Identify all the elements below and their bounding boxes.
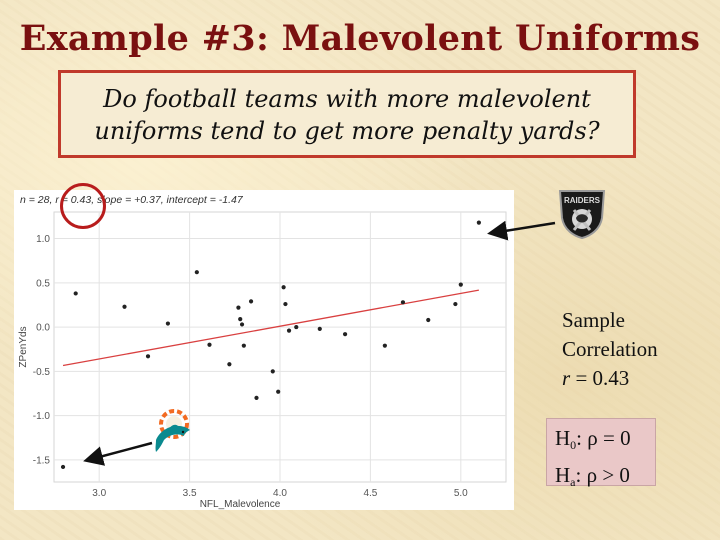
x-tick-label: 3.5 [183, 488, 197, 499]
data-point [227, 362, 232, 367]
sample-label: Sample [562, 308, 625, 332]
question-line-1: Do football teams with more malevolent [103, 85, 591, 113]
r-symbol: r [562, 366, 571, 390]
ha-letter: H [555, 463, 571, 487]
x-tick-label: 3.0 [92, 488, 106, 499]
r-value-line: r = 0.43 [562, 364, 658, 393]
data-point [241, 343, 246, 348]
data-point [317, 326, 322, 331]
question-box: Do football teams with more malevolent u… [58, 70, 636, 158]
data-point [476, 220, 481, 225]
null-hypothesis: H0: ρ = 0 [555, 423, 655, 460]
r-value: = 0.43 [575, 366, 630, 390]
data-point [270, 369, 275, 374]
slide-title: Example #3: Malevolent Uniforms [19, 18, 701, 59]
hypotheses-box: H0: ρ = 0 Ha: ρ > 0 [546, 418, 656, 489]
sample-correlation-text: Sample Correlation r = 0.43 [562, 306, 658, 393]
y-tick-label: 1.0 [36, 234, 50, 245]
arrow-to-dolphins-point [83, 441, 153, 466]
data-point [73, 291, 78, 296]
data-point [400, 300, 406, 305]
ha-subscript: a [570, 475, 576, 489]
data-point [342, 332, 348, 337]
data-point [426, 317, 431, 323]
x-tick-label: 5.0 [454, 488, 468, 499]
data-point [276, 389, 281, 394]
scatter-plot-panel: n = 28, r = 0.43, slope = +0.37, interce… [14, 190, 514, 510]
data-point [382, 343, 387, 348]
ha-statement: : ρ > 0 [575, 463, 630, 487]
data-point [194, 270, 199, 275]
x-axis-label: NFL_Malevolence [200, 499, 281, 510]
h0-letter: H [555, 426, 571, 450]
data-point [145, 354, 151, 359]
h0-subscript: 0 [570, 438, 577, 452]
dolphins-logo-icon [155, 409, 190, 452]
data-point [294, 324, 299, 330]
data-point [165, 321, 171, 326]
scatter-chart: 3.0 3.5 4.0 4.5 5.0 -1.5 -1.0 -0.5 0.0 0.5 1.0 NFL_… [18, 211, 507, 510]
data-point [286, 328, 292, 333]
data-point [60, 464, 66, 470]
data-point [281, 285, 286, 290]
arrow-to-raiders-point [487, 220, 556, 241]
raiders-logo-text: RAIDERS [564, 196, 601, 205]
question-line-2: uniforms tend to get more penalty yards? [94, 117, 600, 145]
y-tick-label: 0.5 [36, 278, 50, 289]
data-point [207, 342, 212, 347]
data-point [458, 282, 463, 287]
data-point [254, 395, 259, 401]
r-value-highlight-ring [60, 183, 106, 229]
y-tick-label: -1.0 [33, 411, 51, 422]
y-tick-label: -1.5 [33, 455, 51, 466]
alternative-hypothesis: Ha: ρ > 0 [555, 460, 655, 497]
data-point [236, 305, 241, 310]
x-tick-label: 4.5 [363, 488, 377, 499]
data-point [283, 301, 288, 307]
data-point [238, 317, 243, 322]
data-point [239, 322, 245, 327]
data-point [122, 304, 127, 309]
x-tick-label: 4.0 [273, 488, 287, 499]
raiders-logo-icon: RAIDERS [558, 190, 606, 240]
y-tick-label: 0.0 [36, 323, 50, 334]
data-point [248, 299, 254, 304]
correlation-label: Correlation [562, 337, 658, 361]
y-axis-label: ZPenYds [18, 326, 29, 367]
y-tick-label: -0.5 [33, 367, 51, 378]
regression-line [62, 289, 479, 367]
h0-statement: : ρ = 0 [576, 426, 631, 450]
data-point [453, 301, 458, 307]
